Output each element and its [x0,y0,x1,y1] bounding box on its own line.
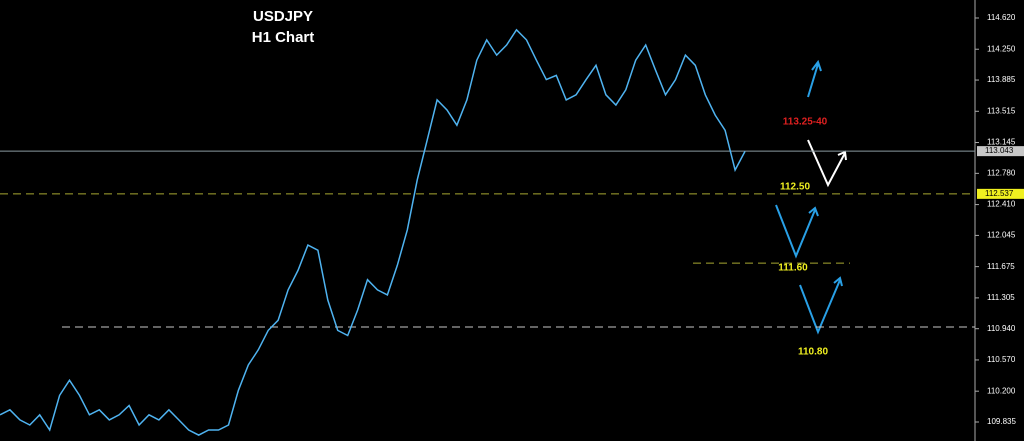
y-tick-label: 110.200 [987,386,1016,395]
y-tick-label: 113.885 [987,75,1016,84]
price-label: 113.043 [985,146,1014,155]
y-tick-label: 111.675 [987,262,1015,271]
y-tick-label: 114.250 [987,44,1016,53]
arrow [807,139,847,188]
annotation: 110.80 [798,347,828,358]
price-box [977,188,1024,199]
chart-subtitle: H1 Chart [252,29,315,46]
y-tick-label: 110.940 [987,324,1016,333]
price-box [977,146,1024,157]
arrow [799,276,843,335]
y-tick-label: 113.515 [987,106,1016,115]
annotation: 113.25-40 [783,117,828,128]
y-tick-label: 113.145 [987,138,1016,147]
annotation: 111.60 [778,263,808,274]
y-tick-label: 110.570 [987,355,1016,364]
y-tick-label: 112.780 [987,168,1016,177]
chart-title: USDJPY [253,8,313,25]
annotation: 112.50 [780,182,810,193]
y-tick-label: 109.835 [987,417,1016,426]
y-tick-label: 111.305 [987,293,1015,302]
arrows [775,59,847,335]
arrow [807,59,822,98]
y-tick-label: 114.620 [987,13,1016,22]
price-label: 112.537 [985,189,1014,198]
y-tick-label: 112.410 [987,200,1016,209]
price-line-series [0,28,746,436]
arrow [775,204,819,259]
y-tick-label: 112.045 [987,231,1016,240]
